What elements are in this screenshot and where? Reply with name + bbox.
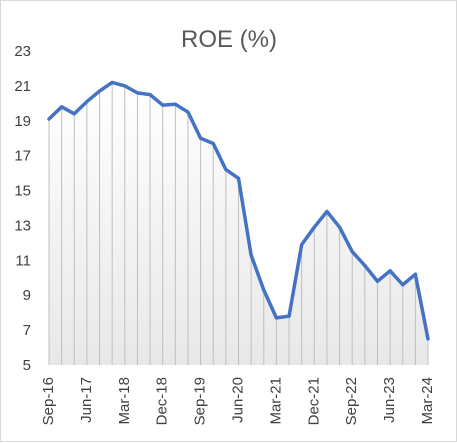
x-tick-label: Sep-22 bbox=[343, 377, 360, 425]
data-point-Jun-19 bbox=[186, 110, 190, 114]
data-point-Sep-18 bbox=[148, 93, 152, 97]
data-point-Sep-20 bbox=[249, 253, 253, 257]
data-point-Dec-22 bbox=[363, 264, 367, 268]
data-point-Dec-23 bbox=[413, 272, 417, 276]
data-point-Sep-19 bbox=[199, 136, 203, 140]
series-line-group bbox=[47, 80, 430, 341]
y-axis-tick-labels: 5 7 9 11 13 15 17 19 21 23 bbox=[14, 43, 31, 374]
y-tick-label: 23 bbox=[14, 43, 31, 60]
x-tick-label: Dec-18 bbox=[154, 377, 171, 425]
drop-lines-group bbox=[48, 82, 429, 365]
y-tick-label: 7 bbox=[23, 322, 31, 339]
data-point-Dec-21 bbox=[312, 225, 316, 229]
data-point-Mar-23 bbox=[375, 279, 379, 283]
data-point-Mar-18 bbox=[123, 84, 127, 88]
data-point-Jun-21 bbox=[287, 314, 291, 318]
data-point-Mar-17 bbox=[72, 112, 76, 116]
y-tick-label: 5 bbox=[23, 357, 31, 374]
data-point-Jun-18 bbox=[135, 91, 139, 95]
y-tick-label: 15 bbox=[14, 183, 31, 200]
data-point-Jun-23 bbox=[388, 269, 392, 273]
data-point-Mar-20 bbox=[224, 168, 228, 172]
data-point-Mar-19 bbox=[173, 102, 177, 106]
y-tick-label: 9 bbox=[23, 287, 31, 304]
x-tick-label: Sep-16 bbox=[40, 377, 57, 425]
y-tick-label: 19 bbox=[14, 113, 31, 130]
data-point-Jun-20 bbox=[237, 176, 240, 180]
data-point-Mar-24 bbox=[426, 337, 430, 341]
x-tick-label: Mar-21 bbox=[267, 377, 284, 425]
x-axis-tick-labels: Sep-16 Jun-17 Mar-18 Dec-18 Sep-19 Jun-20 Mar-… bbox=[40, 377, 436, 425]
data-point-Mar-21 bbox=[274, 316, 278, 320]
x-tick-label: Mar-18 bbox=[116, 377, 133, 425]
x-tick-label: Jun-23 bbox=[381, 377, 398, 423]
y-tick-label: 13 bbox=[14, 217, 31, 234]
data-point-Sep-17 bbox=[98, 89, 102, 93]
data-point-Sep-22 bbox=[350, 250, 354, 254]
data-point-Dec-17 bbox=[110, 80, 114, 84]
y-tick-label: 21 bbox=[14, 78, 31, 95]
x-tick-label: Sep-19 bbox=[192, 377, 209, 425]
x-tick-label: Jun-20 bbox=[229, 377, 246, 423]
x-tick-label: Jun-17 bbox=[78, 377, 95, 423]
data-point-Sep-16 bbox=[47, 117, 51, 121]
y-tick-label: 17 bbox=[14, 148, 31, 165]
data-point-Dec-19 bbox=[211, 141, 215, 145]
chart-title: ROE (%) bbox=[181, 26, 277, 53]
y-tick-label: 11 bbox=[15, 252, 31, 269]
data-point-Dec-20 bbox=[262, 288, 266, 292]
data-point-Sep-23 bbox=[401, 283, 405, 287]
data-point-Jun-22 bbox=[338, 225, 342, 229]
x-tick-label: Mar-24 bbox=[419, 377, 436, 425]
data-point-Dec-18 bbox=[161, 103, 165, 107]
x-tick-label: Dec-21 bbox=[305, 377, 322, 425]
data-point-Mar-22 bbox=[325, 209, 329, 213]
data-point-Sep-21 bbox=[300, 243, 304, 247]
data-point-Dec-16 bbox=[60, 105, 64, 109]
data-point-Jun-17 bbox=[85, 100, 89, 104]
